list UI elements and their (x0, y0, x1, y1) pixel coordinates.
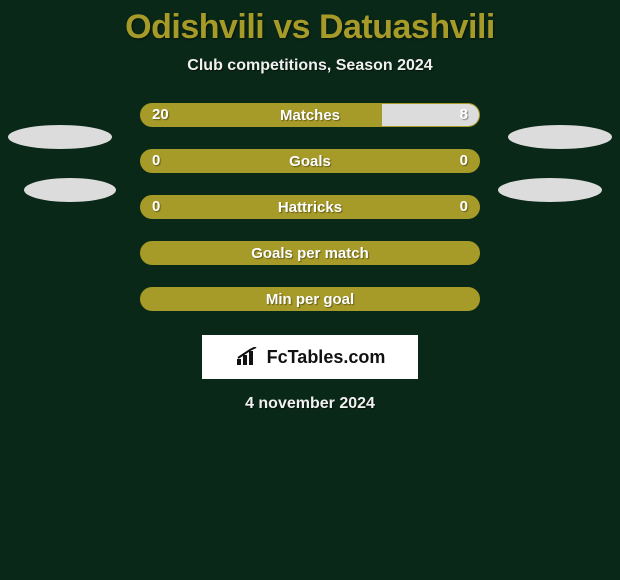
stat-row: Min per goal (0, 287, 620, 311)
stat-bar: Goals (140, 149, 480, 173)
stat-bar-left (141, 104, 382, 126)
decorative-ellipse (8, 125, 112, 149)
page-title: Odishvili vs Datuashvili (0, 8, 620, 47)
decorative-ellipse (508, 125, 612, 149)
infographic-container: Odishvili vs Datuashvili Club competitio… (0, 0, 620, 413)
stat-row: Matches208 (0, 103, 620, 127)
stat-bar-left (141, 196, 479, 218)
decorative-ellipse (24, 178, 116, 202)
stat-bar: Matches (140, 103, 480, 127)
stat-bar: Min per goal (140, 287, 480, 311)
stat-row: Goals per match (0, 241, 620, 265)
stat-bar-left (141, 288, 479, 310)
stat-bar: Goals per match (140, 241, 480, 265)
page-subtitle: Club competitions, Season 2024 (0, 57, 620, 75)
date-text: 4 november 2024 (0, 395, 620, 413)
stat-bar-right (382, 104, 479, 126)
stat-row: Goals00 (0, 149, 620, 173)
stat-bar-left (141, 242, 479, 264)
stat-bar-left (141, 150, 479, 172)
logo-box: FcTables.com (202, 335, 418, 379)
stat-bar: Hattricks (140, 195, 480, 219)
logo-text: FcTables.com (267, 347, 386, 368)
bars-icon (235, 347, 261, 367)
decorative-ellipse (498, 178, 602, 202)
